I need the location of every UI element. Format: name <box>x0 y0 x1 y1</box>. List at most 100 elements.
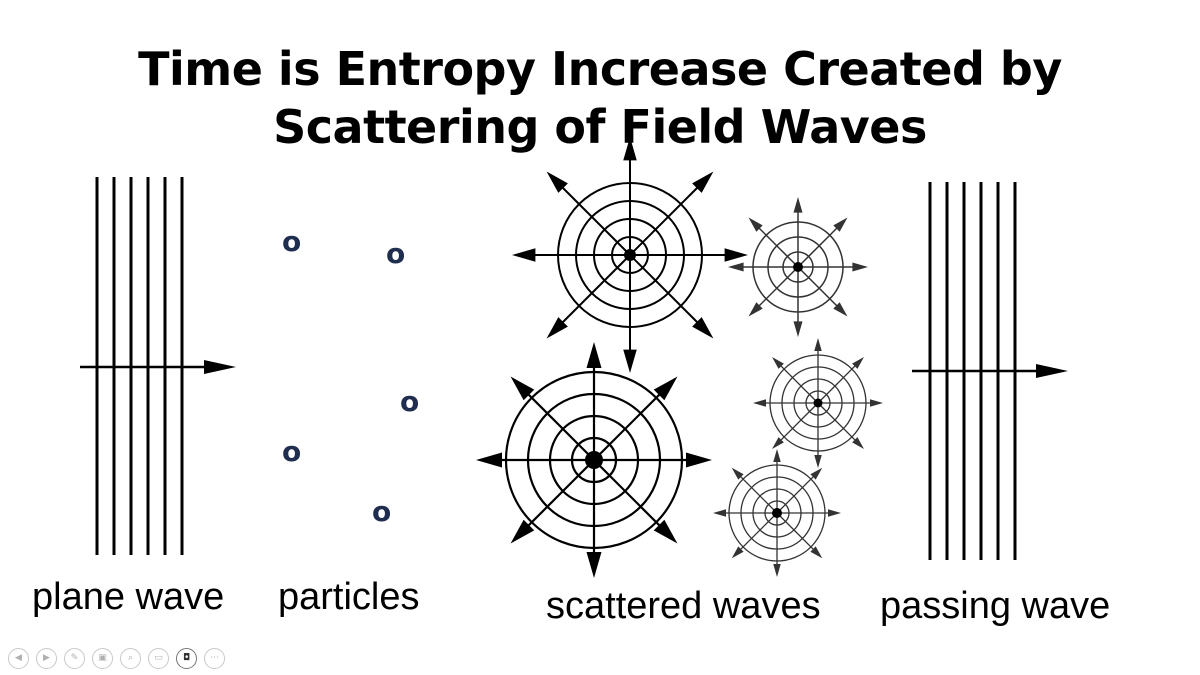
radiating-ray <box>520 386 595 461</box>
arrowhead-icon <box>748 302 763 317</box>
arrowhead-icon <box>546 317 568 339</box>
scattering-center <box>813 398 823 408</box>
particle: o <box>400 385 420 418</box>
arrowhead-icon <box>692 317 714 339</box>
radiating-ray <box>555 180 631 256</box>
title-line-1: Time is Entropy Increase Created by <box>138 42 1062 96</box>
title-line-2: Scattering of Field Waves <box>273 100 927 154</box>
arrowhead-icon <box>810 467 823 480</box>
subtitles-icon: ▭ <box>154 653 163 663</box>
radiating-ray <box>593 459 668 534</box>
arrowhead-icon <box>692 171 714 193</box>
slides-icon: ▣ <box>98 653 107 663</box>
particle: o <box>386 237 406 270</box>
particle: o <box>282 225 302 258</box>
arrowhead-icon <box>773 449 781 462</box>
more-button[interactable]: ⋯ <box>204 647 225 669</box>
arrowhead-icon <box>731 467 744 480</box>
label-particles: particles <box>278 576 420 618</box>
scattered-wave <box>713 449 841 577</box>
scattering-center <box>793 262 803 272</box>
radiating-ray <box>797 223 842 268</box>
radiating-ray <box>776 472 818 514</box>
particle: o <box>372 495 392 528</box>
radiating-ray <box>776 361 819 404</box>
scattered-wave <box>476 342 712 578</box>
radiating-ray <box>797 266 842 311</box>
next-icon: ▶ <box>43 653 50 663</box>
arrowhead-icon <box>546 171 568 193</box>
slides-button[interactable]: ▣ <box>92 647 113 669</box>
arrowhead-icon <box>731 546 744 559</box>
radiating-ray <box>817 402 860 445</box>
arrowhead-icon <box>623 349 637 373</box>
arrowhead-icon <box>653 519 678 544</box>
arrowhead-icon <box>510 519 535 544</box>
arrowhead-icon <box>793 197 803 213</box>
scattering-center <box>772 508 782 518</box>
zoom-button[interactable]: ⌕ <box>120 647 141 669</box>
more-icon: ⋯ <box>210 653 219 663</box>
plane-wave <box>80 177 236 555</box>
arrowhead-icon <box>852 262 868 272</box>
radiating-ray <box>593 386 668 461</box>
passing-wave <box>912 182 1068 560</box>
scattered-wave <box>753 338 883 468</box>
arrowhead-icon <box>753 399 766 407</box>
arrowhead-icon <box>586 342 602 368</box>
propagation-arrow-icon <box>204 360 236 374</box>
arrowhead-icon <box>772 437 784 449</box>
particle: o <box>282 435 302 468</box>
arrowhead-icon <box>833 302 848 317</box>
previous-icon: ◀ <box>15 653 22 663</box>
scattered-wave <box>728 197 868 337</box>
radiating-ray <box>776 402 819 445</box>
radiating-ray <box>629 254 705 330</box>
radiating-ray <box>736 512 778 554</box>
arrowhead-icon <box>833 217 848 232</box>
scattered-waves <box>476 137 883 578</box>
arrowhead-icon <box>828 509 841 517</box>
presentation-toolbar: ◀ ▶ ✎ ▣ ⌕ ▭ ◘ ⋯ <box>8 646 225 670</box>
arrowhead-icon <box>773 564 781 577</box>
camera-button[interactable]: ◘ <box>176 647 197 669</box>
scattered-wave <box>512 137 748 373</box>
arrowhead-icon <box>748 217 763 232</box>
arrowhead-icon <box>476 452 502 468</box>
arrowhead-icon <box>772 357 784 369</box>
arrowhead-icon <box>724 248 748 262</box>
arrowhead-icon <box>814 455 822 468</box>
arrowhead-icon <box>586 552 602 578</box>
radiating-ray <box>817 361 860 404</box>
camera-icon: ◘ <box>182 653 191 663</box>
arrowhead-icon <box>510 376 535 401</box>
arrowhead-icon <box>852 437 864 449</box>
pen-button[interactable]: ✎ <box>64 647 85 669</box>
arrowhead-icon <box>793 321 803 337</box>
radiating-ray <box>520 459 595 534</box>
label-plane-wave: plane wave <box>32 576 225 618</box>
scattering-center <box>585 451 603 469</box>
arrowhead-icon <box>512 248 536 262</box>
radiating-ray <box>555 254 631 330</box>
pen-icon: ✎ <box>70 653 79 663</box>
label-scattered-waves: scattered waves <box>546 585 821 627</box>
label-passing-wave: passing wave <box>880 585 1111 627</box>
arrowhead-icon <box>870 399 883 407</box>
radiating-ray <box>629 180 705 256</box>
arrowhead-icon <box>814 338 822 351</box>
slide-title: Time is Entropy Increase Created by Scat… <box>0 40 1200 156</box>
zoom-icon: ⌕ <box>127 653 134 663</box>
arrowhead-icon <box>713 509 726 517</box>
radiating-ray <box>754 223 799 268</box>
radiating-ray <box>776 512 818 554</box>
subtitles-button[interactable]: ▭ <box>148 647 169 669</box>
arrowhead-icon <box>852 357 864 369</box>
radiating-ray <box>754 266 799 311</box>
propagation-arrow-icon <box>1036 364 1068 378</box>
radiating-ray <box>736 472 778 514</box>
next-button[interactable]: ▶ <box>36 647 57 669</box>
arrowhead-icon <box>623 137 637 161</box>
previous-button[interactable]: ◀ <box>8 647 29 669</box>
